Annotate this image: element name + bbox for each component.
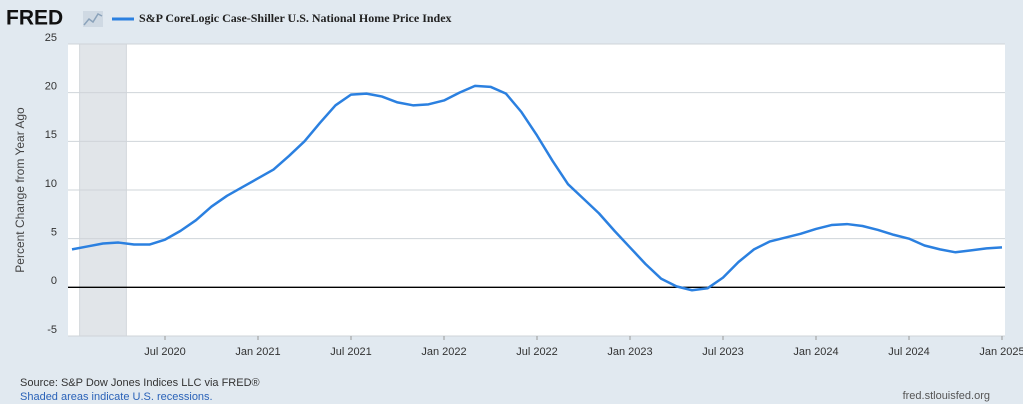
series-line <box>71 84 1003 292</box>
y-tick-label: 0 <box>51 275 57 287</box>
x-tick-label: Jul 2022 <box>516 346 558 358</box>
legend-label: S&P CoreLogic Case-Shiller U.S. National… <box>139 11 452 25</box>
x-tick-label: Jul 2020 <box>144 346 186 358</box>
x-tick-label: Jul 2021 <box>330 346 372 358</box>
y-tick-label: 25 <box>45 32 57 44</box>
y-tick-label: -5 <box>47 324 57 336</box>
y-tick-label: 5 <box>51 227 57 239</box>
site[interactable]: fred.stlouisfed.org <box>903 390 990 402</box>
x-tick-label: Jan 2022 <box>421 346 466 358</box>
recession-note[interactable]: Shaded areas indicate U.S. recessions. <box>20 391 213 403</box>
y-tick-label: 10 <box>45 178 57 190</box>
x-tick-label: Jul 2023 <box>702 346 744 358</box>
logo-icon <box>83 11 103 27</box>
x-tick-label: Jan 2024 <box>793 346 838 358</box>
x-tick-label: Jul 2024 <box>888 346 930 358</box>
logo: FRED <box>6 7 63 30</box>
x-tick-label: Jan 2021 <box>235 346 280 358</box>
x-tick-label: Jan 2023 <box>607 346 652 358</box>
y-tick-label: 20 <box>45 81 57 93</box>
y-tick-label: 15 <box>45 129 57 141</box>
x-tick-label: Jan 2025 <box>979 346 1023 358</box>
source: Source: S&P Dow Jones Indices LLC via FR… <box>20 377 260 389</box>
y-axis-label: Percent Change from Year Ago <box>13 107 27 273</box>
